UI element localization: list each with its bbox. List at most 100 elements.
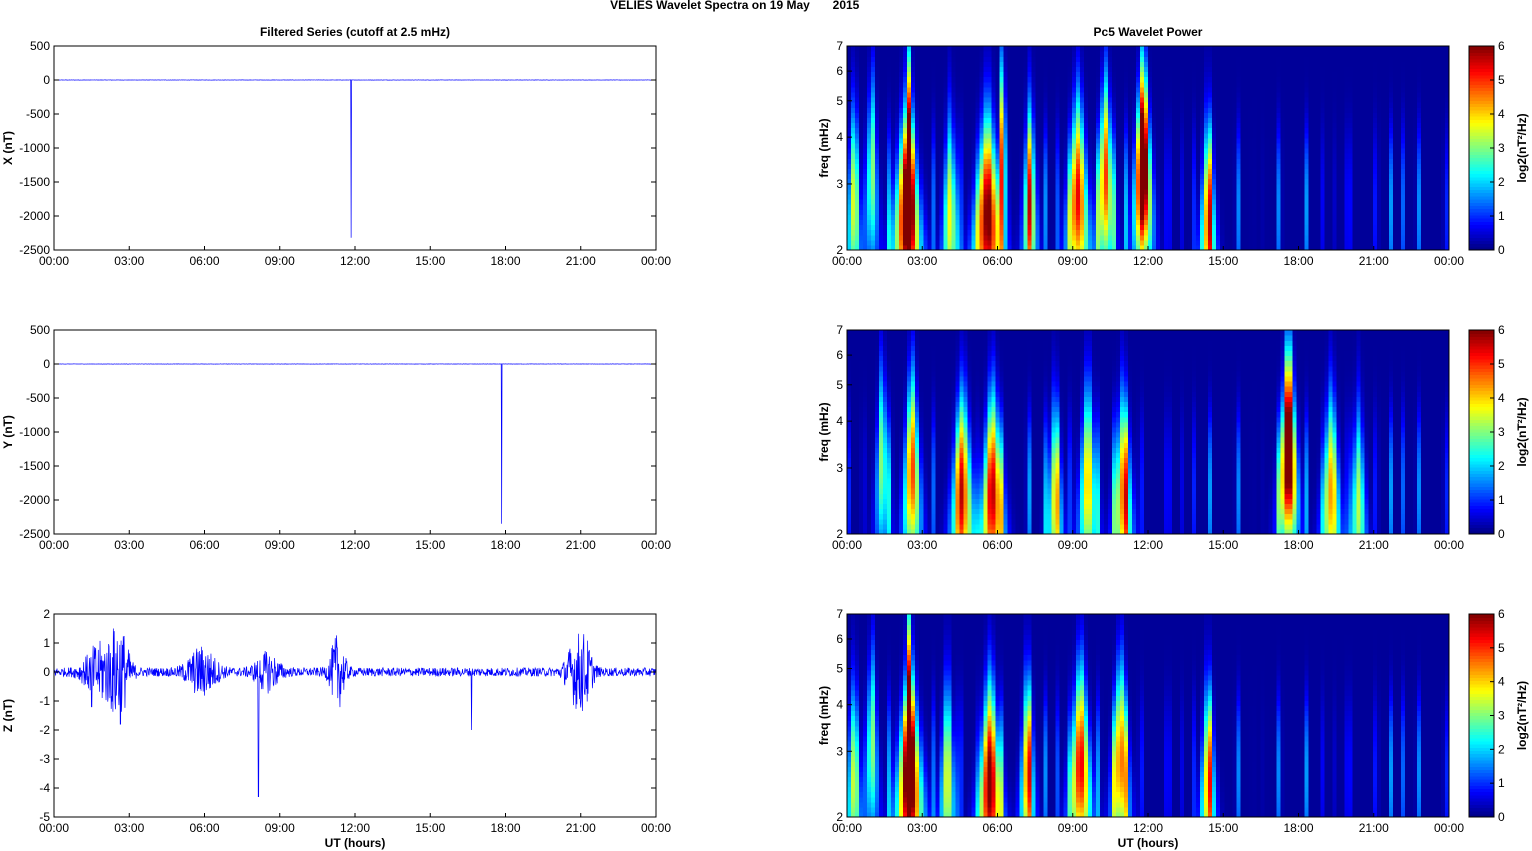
heatmap-cell [891,71,896,78]
heatmap-cell [1196,91,1201,98]
heatmap-cell [923,219,928,226]
heatmap-cell [915,158,920,164]
heatmap-cell [1208,122,1213,129]
heatmap-cell [1152,51,1157,57]
heatmap-cell [1087,224,1093,231]
heatmap-cell [1276,183,1282,190]
heatmap-cell [879,102,884,108]
heatmap-cell [939,244,944,251]
heatmap-cell [971,112,977,118]
heatmap-cell [1292,97,1298,103]
heatmap-cell [1300,71,1306,78]
heatmap-cell [1308,158,1314,164]
heatmap-cell [1031,132,1037,139]
heatmap-cell [1003,199,1009,205]
heatmap-cell [887,86,892,93]
heatmap-cell [1268,178,1274,185]
heatmap-cell [943,127,948,134]
heatmap-cell [859,229,864,236]
heatmap-cell [995,234,1001,241]
heatmap-cell [1192,61,1197,67]
heatmap-cell [1095,188,1101,195]
heatmap-cell [1284,66,1290,73]
heatmap-cell [1143,56,1149,62]
heatmap-cell [1232,244,1237,251]
heatmap-cell [1300,46,1306,52]
heatmap-cell [847,51,852,57]
heatmap-cell [967,214,973,220]
heatmap-cell [1240,148,1245,154]
heatmap-cell [1047,97,1053,103]
heatmap-cell [1276,148,1282,154]
heatmap-cell [1312,76,1318,83]
heatmap-cell [1208,71,1213,78]
heatmap-cell [1240,158,1245,164]
heatmap-cell [1035,173,1041,180]
heatmap-cell [1216,112,1221,118]
heatmap-cell [1095,97,1101,103]
heatmap-cell [887,117,892,124]
heatmap-cell [1123,168,1129,175]
heatmap-cell [1252,81,1257,88]
heatmap-cell [875,61,880,67]
heatmap-cell [875,178,880,185]
heatmap-cell [1067,51,1073,57]
heatmap-cell [1180,122,1185,129]
heatmap-cell [1087,76,1093,83]
heatmap-cell [1035,178,1041,185]
heatmap-cell [951,168,956,175]
heatmap-cell [903,158,908,164]
heatmap-cell [883,244,888,251]
heatmap-cell [1099,244,1105,251]
heatmap-cell [963,239,968,246]
heatmap-cell [1212,81,1217,88]
heatmap-cell [1079,209,1085,215]
heatmap-cell [1192,173,1197,180]
heatmap-cell [935,199,940,205]
heatmap-cell [919,91,924,98]
heatmap-cell [1131,158,1137,164]
heatmap-cell [967,209,973,215]
heatmap-cell [939,148,944,154]
heatmap-cell [923,188,928,195]
x-tick-label: 06:00 [189,538,219,552]
heatmap-cell [855,137,860,144]
heatmap-cell [891,46,896,52]
heatmap-cell [1111,122,1117,129]
heatmap-cell [899,122,904,129]
heatmap-cell [983,81,989,88]
heatmap-cell [999,91,1005,98]
heatmap-cell [1288,112,1294,118]
heatmap-cell [1091,244,1097,251]
heatmap-cell [1087,193,1093,200]
heatmap-cell [863,168,868,175]
heatmap-cell [863,178,868,185]
heatmap-cell [1007,209,1013,215]
heatmap-cell [907,239,912,246]
heatmap-cell [1111,91,1117,98]
heatmap-cell [1220,56,1225,62]
heatmap-cell [1063,71,1069,78]
heatmap-cell [931,112,936,118]
heatmap-cell [867,199,872,205]
heatmap-cell [1007,183,1013,190]
heatmap-cell [1083,224,1089,231]
heatmap-cell [1308,199,1314,205]
heatmap-cell [943,81,948,88]
heatmap-cell [991,97,997,103]
heatmap-cell [1304,229,1310,236]
heatmap-cell [947,199,952,205]
heatmap-cell [1023,51,1029,57]
heatmap-cell [1204,173,1209,180]
heatmap-cell [907,107,912,113]
heatmap-cell [1180,204,1185,210]
heatmap-cell [947,71,952,78]
heatmap-cell [1224,127,1229,134]
heatmap-cell [1304,46,1310,52]
heatmap-cell [959,97,964,103]
heatmap-cell [987,107,993,113]
heatmap-cell [1240,91,1245,98]
heatmap-cell [1320,229,1326,236]
heatmap-cell [1180,142,1185,149]
heatmap-cell [1139,117,1145,124]
